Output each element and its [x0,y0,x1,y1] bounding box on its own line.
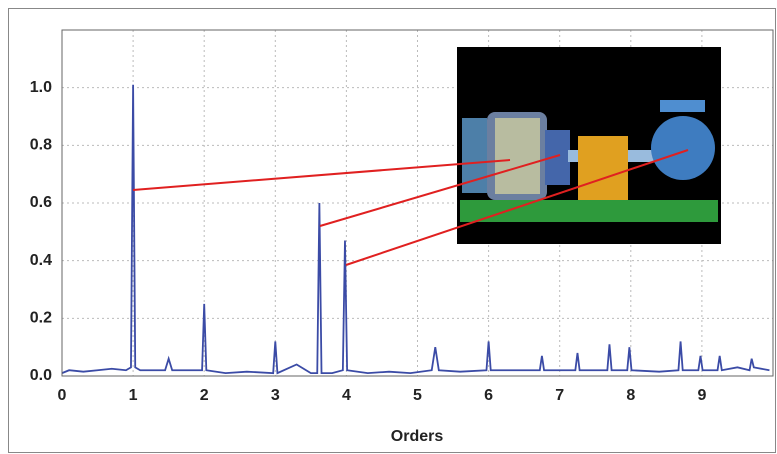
y-tick-label: 0.2 [30,310,52,327]
x-tick-label: 4 [342,387,351,404]
x-tick-label: 3 [271,387,280,404]
x-tick-label: 1 [129,387,138,404]
y-tick-label: 1.0 [30,79,52,96]
x-axis-label: Orders [391,428,444,445]
y-tick-label: 0.4 [30,252,52,269]
x-tick-label: 9 [697,387,706,404]
y-tick-label: 0.8 [30,137,52,154]
x-tick-label: 0 [58,387,67,404]
x-tick-label: 6 [484,387,493,404]
x-tick-label: 7 [555,387,564,404]
x-tick-label: 5 [413,387,422,404]
chart: Orders 0.0 0.2 0.4 0.6 0.8 1.0 0 1 2 3 4 5 6 7 8 9 [0,0,777,454]
x-tick-label: 2 [200,387,209,404]
y-tick-label: 0.6 [30,194,52,211]
y-tick-label: 0.0 [30,367,52,384]
x-tick-label: 8 [626,387,635,404]
